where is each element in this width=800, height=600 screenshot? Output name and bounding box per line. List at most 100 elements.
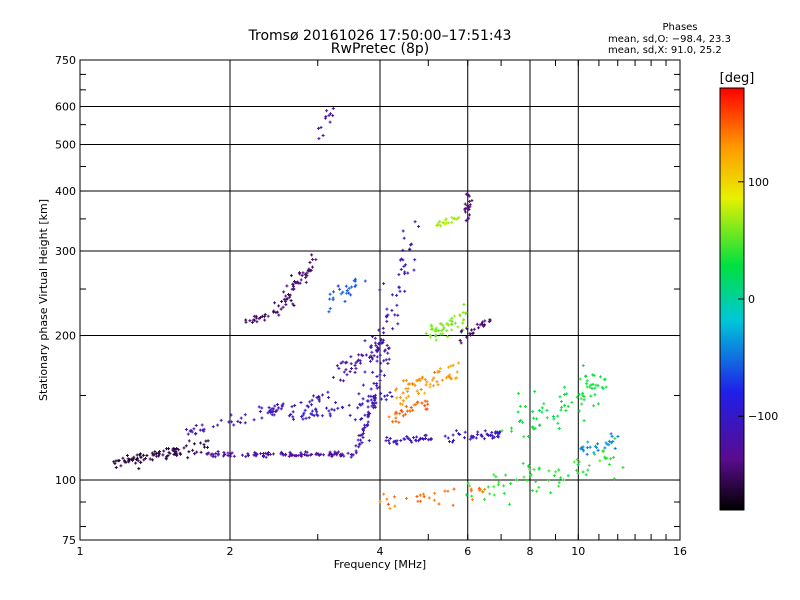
data-point	[251, 318, 255, 322]
data-point	[563, 404, 566, 407]
data-point	[325, 109, 329, 113]
data-point	[399, 402, 402, 406]
data-point	[317, 126, 320, 130]
data-point	[394, 388, 398, 392]
data-point	[187, 450, 191, 454]
data-point	[468, 484, 472, 488]
data-point	[585, 452, 589, 456]
x-axis-label: Frequency [MHz]	[334, 558, 426, 571]
data-point	[134, 458, 138, 461]
data-point	[396, 322, 400, 326]
data-point	[299, 453, 303, 457]
data-point	[151, 453, 155, 457]
data-point	[388, 506, 392, 510]
data-point	[219, 418, 223, 422]
data-point	[601, 387, 605, 391]
data-point	[414, 402, 418, 406]
data-point	[202, 429, 206, 433]
data-point	[358, 402, 362, 406]
data-point	[446, 221, 450, 225]
data-point	[349, 453, 353, 456]
data-point	[195, 450, 199, 454]
data-point	[124, 460, 128, 464]
data-point	[604, 385, 608, 389]
data-point	[138, 452, 142, 456]
data-point	[117, 459, 121, 463]
data-point	[248, 319, 252, 323]
data-point	[200, 423, 204, 427]
data-point	[530, 489, 534, 492]
data-point	[298, 272, 302, 276]
data-point	[584, 473, 588, 477]
data-point	[378, 378, 382, 382]
data-point	[428, 385, 432, 389]
phases-x-mode-stats: mean, sd,X: 91.0, 25.2	[608, 45, 722, 56]
data-point	[577, 409, 581, 413]
data-point	[303, 453, 306, 457]
data-point	[450, 322, 454, 326]
data-point	[375, 375, 379, 378]
data-point	[387, 439, 391, 443]
data-point	[360, 353, 364, 357]
data-point	[594, 383, 598, 387]
data-point	[418, 499, 422, 503]
data-point	[492, 485, 496, 489]
data-point	[251, 320, 254, 324]
data-point	[461, 321, 465, 325]
data-point	[406, 409, 409, 413]
data-point	[406, 386, 410, 390]
data-point	[186, 456, 190, 460]
data-point	[444, 217, 448, 221]
data-point	[538, 423, 541, 427]
data-point	[596, 402, 600, 406]
data-point	[263, 313, 267, 317]
data-point	[301, 271, 305, 275]
data-point	[448, 440, 451, 444]
data-point	[121, 456, 125, 460]
data-point	[308, 269, 312, 273]
data-point	[309, 412, 313, 416]
data-point	[375, 382, 379, 386]
data-point	[388, 391, 392, 394]
data-point	[581, 448, 585, 451]
data-point	[363, 339, 367, 343]
data-point	[327, 453, 331, 457]
data-point	[482, 323, 486, 327]
data-point	[210, 452, 214, 456]
data-point	[385, 393, 389, 397]
data-point	[384, 358, 388, 362]
data-point	[607, 439, 611, 443]
data-point	[353, 363, 357, 367]
data-point	[581, 391, 585, 395]
data-point	[593, 393, 597, 397]
data-point	[466, 206, 470, 210]
data-point	[496, 434, 499, 438]
data-point	[377, 347, 381, 351]
data-point	[391, 420, 395, 424]
data-point	[426, 402, 430, 406]
data-point	[353, 418, 357, 422]
data-point	[408, 409, 412, 413]
data-point	[366, 405, 370, 409]
data-point	[274, 311, 278, 314]
data-point	[545, 408, 549, 412]
data-point	[158, 450, 162, 453]
data-point	[408, 248, 412, 252]
data-point	[325, 406, 328, 410]
data-point	[423, 404, 427, 408]
data-point	[438, 219, 442, 223]
data-point	[605, 442, 609, 446]
data-point	[596, 448, 600, 452]
data-point	[425, 380, 429, 384]
data-point	[399, 408, 403, 412]
data-point	[388, 441, 391, 445]
data-point	[393, 313, 397, 317]
data-point	[290, 454, 294, 458]
data-point	[357, 434, 361, 437]
data-point	[340, 454, 343, 457]
data-point	[296, 454, 300, 457]
data-point	[138, 453, 142, 457]
data-point	[306, 454, 310, 458]
data-point	[521, 461, 525, 465]
data-point	[359, 403, 363, 407]
